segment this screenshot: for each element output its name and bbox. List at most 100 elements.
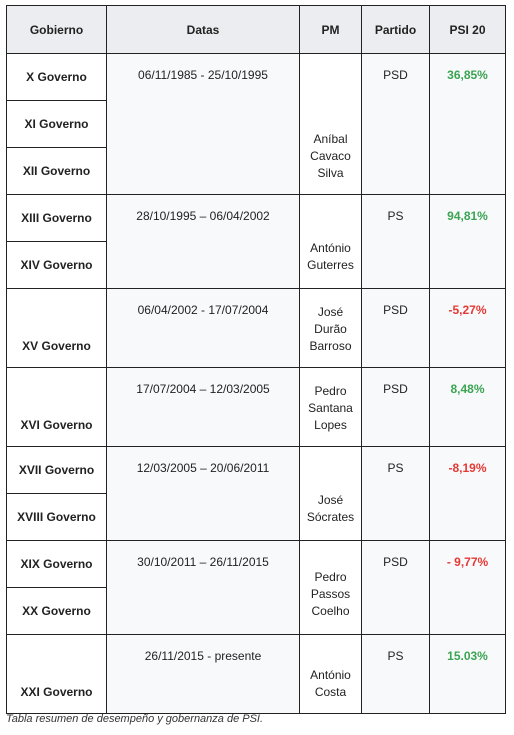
governo-cell: X Governo bbox=[6, 53, 107, 101]
psi-value: 36,85% bbox=[447, 68, 488, 82]
header-pm: PM bbox=[299, 5, 362, 54]
datas-cell: 28/10/1995 – 06/04/2002 bbox=[106, 194, 300, 289]
table-caption: Tabla resumen de desempeño y gobernanza … bbox=[6, 713, 264, 725]
partido-label: PS bbox=[387, 209, 404, 223]
pm-name-line: Barroso bbox=[309, 339, 352, 353]
table-body: X Governo 06/11/1985 - 25/10/1995 Aníbal Ca… bbox=[6, 53, 506, 714]
psi-cell: -8,19% bbox=[429, 446, 506, 541]
partido-label: PS bbox=[387, 461, 404, 475]
partido-label: PS bbox=[387, 649, 404, 663]
pm-name-line: Costa bbox=[314, 685, 347, 699]
pm-name-line: Coelho bbox=[311, 604, 350, 618]
pm-name: António Costa bbox=[300, 667, 361, 713]
partido-cell: PSD bbox=[361, 288, 430, 368]
datas-range: 17/07/2004 – 12/03/2005 bbox=[136, 382, 270, 396]
pm-name: Pedro Santana Lopes bbox=[300, 383, 361, 446]
governo-cell: XV Governo bbox=[6, 288, 107, 368]
governo-cell: XIII Governo bbox=[6, 194, 107, 242]
psi-cell: - 9,77% bbox=[429, 540, 506, 635]
governo-label: XVI Governo bbox=[20, 418, 93, 432]
governments-table: Gobierno Datas PM Partido PSI 20 X Gover… bbox=[6, 5, 506, 714]
pm-name-line: José bbox=[317, 493, 344, 507]
datas-range: 06/11/1985 - 25/10/1995 bbox=[138, 68, 268, 82]
pm-name: António Guterres bbox=[300, 240, 361, 288]
datas-range: 12/03/2005 – 20/06/2011 bbox=[136, 461, 270, 475]
partido-cell: PS bbox=[361, 446, 430, 541]
partido-cell: PSD bbox=[361, 53, 430, 195]
pm-name-line: Sócrates bbox=[306, 510, 355, 524]
datas-cell: 30/10/2011 – 26/11/2015 bbox=[106, 540, 300, 635]
datas-cell: 06/04/2002 - 17/07/2004 bbox=[106, 288, 300, 368]
psi-cell: -5,27% bbox=[429, 288, 506, 368]
pm-name: José Sócrates bbox=[300, 492, 361, 540]
partido-label: PSD bbox=[383, 303, 408, 317]
partido-cell: PSD bbox=[361, 367, 430, 447]
psi-cell: 94,81% bbox=[429, 194, 506, 289]
pm-name-line: António bbox=[310, 241, 351, 255]
governo-cell: XII Governo bbox=[6, 147, 107, 195]
table-row: XI Governo bbox=[6, 100, 506, 148]
datas-range: 26/11/2015 - presente bbox=[144, 649, 262, 663]
partido-label: PSD bbox=[383, 68, 408, 82]
governo-cell: XVI Governo bbox=[6, 367, 107, 447]
datas-range: 28/10/1995 – 06/04/2002 bbox=[136, 209, 270, 223]
pm-cell: António Guterres bbox=[299, 194, 362, 289]
psi-value: - 9,77% bbox=[446, 555, 489, 569]
psi-value: 94,81% bbox=[447, 209, 488, 223]
pm-cell: António Costa bbox=[299, 634, 362, 714]
governo-label: X Governo bbox=[26, 70, 87, 84]
pm-name-line: Cavaco bbox=[310, 149, 351, 163]
governo-label: XII Governo bbox=[22, 164, 91, 178]
governo-cell: XX Governo bbox=[6, 587, 107, 635]
datas-range: 06/04/2002 - 17/07/2004 bbox=[137, 303, 269, 317]
header-partido: Partido bbox=[361, 5, 430, 54]
datas-range: 30/10/2011 – 26/11/2015 bbox=[137, 555, 269, 569]
pm-name-line: Passos bbox=[310, 587, 351, 601]
header-psi: PSI 20 bbox=[429, 5, 506, 54]
pm-name: Aníbal Cavaco Silva bbox=[300, 131, 361, 194]
table-header-row: Gobierno Datas PM Partido PSI 20 bbox=[6, 5, 506, 54]
governo-label: XXI Governo bbox=[20, 685, 93, 699]
pm-name-line: Pedro bbox=[314, 384, 347, 398]
table-row: X Governo 06/11/1985 - 25/10/1995 Aníbal Ca… bbox=[6, 53, 506, 195]
datas-cell: 12/03/2005 – 20/06/2011 bbox=[106, 446, 300, 541]
governo-label: XX Governo bbox=[22, 604, 91, 618]
psi-value: -8,19% bbox=[448, 461, 487, 475]
psi-cell: 15.03% bbox=[429, 634, 506, 714]
table-row: XIX Governo 30/10/2011 – 26/11/2015 Pedro P… bbox=[6, 540, 506, 635]
governo-label: XIX Governo bbox=[20, 557, 93, 571]
pm-name-line: Silva bbox=[317, 166, 344, 180]
table-row: XXI Governo 26/11/2015 - presente António C… bbox=[6, 634, 506, 714]
pm-name-line: José bbox=[317, 305, 344, 319]
governo-cell: XIV Governo bbox=[6, 241, 107, 289]
datas-cell: 26/11/2015 - presente bbox=[106, 634, 300, 714]
governo-label: XV Governo bbox=[22, 339, 91, 353]
psi-value: 15.03% bbox=[447, 649, 488, 663]
governo-label: XI Governo bbox=[24, 117, 89, 131]
partido-label: PSD bbox=[383, 555, 408, 569]
pm-name-line: Lopes bbox=[314, 418, 347, 432]
psi-value: -5,27% bbox=[448, 303, 487, 317]
table-row: XII Governo bbox=[6, 147, 506, 195]
table-row: XV Governo 06/04/2002 - 17/07/2004 José Dur… bbox=[6, 288, 506, 368]
pm-name: José Durão Barroso bbox=[300, 304, 361, 367]
pm-cell: José Sócrates bbox=[299, 446, 362, 541]
governo-label: XVIII Governo bbox=[17, 510, 96, 524]
datas-cell: 17/07/2004 – 12/03/2005 bbox=[106, 367, 300, 447]
pm-name-line: António bbox=[310, 668, 351, 682]
governo-cell: XVIII Governo bbox=[6, 493, 107, 541]
partido-cell: PS bbox=[361, 634, 430, 714]
pm-name-line: Aníbal bbox=[313, 132, 348, 146]
partido-label: PSD bbox=[383, 382, 408, 396]
governo-cell: XXI Governo bbox=[6, 634, 107, 714]
table-row: XVI Governo 17/07/2004 – 12/03/2005 Pedro S… bbox=[6, 367, 506, 447]
pm-cell: Pedro Passos Coelho bbox=[299, 540, 362, 635]
pm-name-line: Pedro bbox=[314, 570, 347, 584]
partido-cell: PSD bbox=[361, 540, 430, 635]
psi-cell: 8,48% bbox=[429, 367, 506, 447]
pm-cell: Aníbal Cavaco Silva bbox=[299, 53, 362, 195]
header-gobierno: Gobierno bbox=[6, 5, 107, 54]
governo-label: XIII Governo bbox=[21, 211, 92, 225]
pm-cell: Pedro Santana Lopes bbox=[299, 367, 362, 447]
pm-name-line: Santana bbox=[308, 401, 353, 415]
